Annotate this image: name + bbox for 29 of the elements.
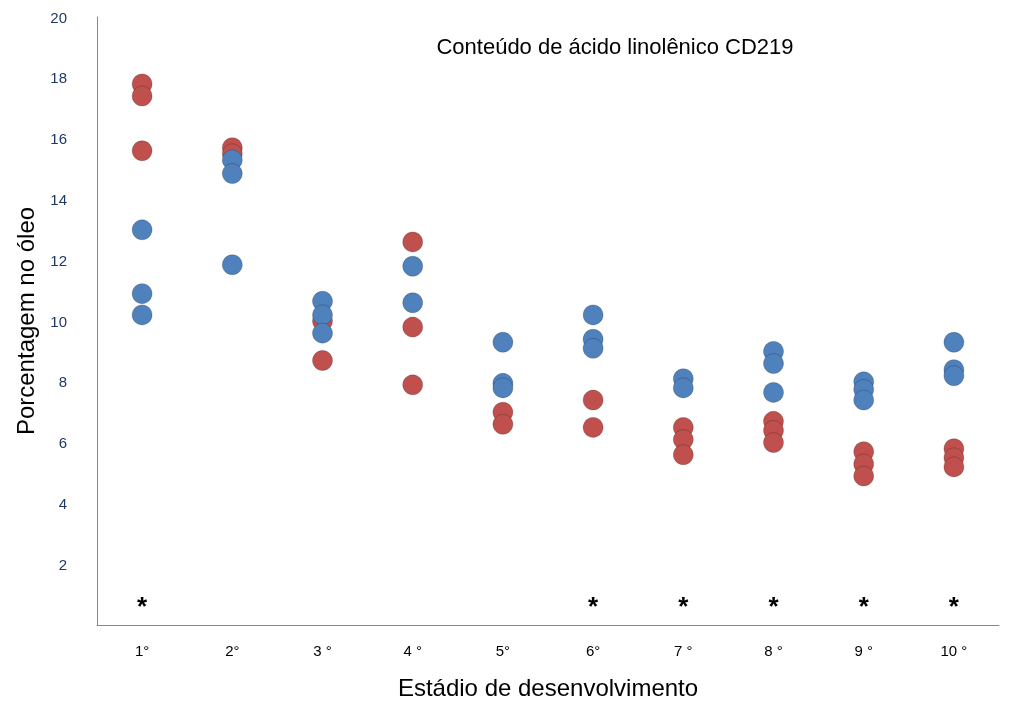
x-tick-label: 7 ° — [674, 642, 693, 659]
x-tick-label: 4 ° — [403, 642, 422, 659]
x-tick-label: 6° — [585, 642, 601, 659]
x-tick-label: 3 ° — [313, 642, 332, 659]
y-tick-label: 16 — [50, 130, 67, 148]
x-tick-label: 2° — [225, 642, 240, 659]
x-tick-label: 8 ° — [764, 642, 783, 659]
annotation: * — [948, 591, 960, 621]
annotation: * — [588, 591, 600, 621]
y-tick-label: 12 — [50, 251, 67, 269]
y-tick-label: 10 — [50, 312, 67, 330]
x-axis-title: Estádio de desenvolvimento — [397, 673, 699, 701]
x-tick-label: 1° — [134, 642, 150, 659]
y-tick-label: 6 — [58, 434, 67, 452]
x-tick-label: 9 ° — [854, 642, 873, 659]
y-tick-label: 4 — [58, 494, 67, 512]
y-tick-label: 20 — [50, 8, 67, 26]
annotation: * — [768, 591, 780, 621]
x-tick-label: 5° — [495, 642, 511, 659]
annotation: * — [858, 591, 870, 621]
y-axis-title: Porcentagem no óleo — [11, 206, 39, 436]
y-tick-label: 14 — [50, 190, 67, 208]
annotation: * — [678, 591, 690, 621]
y-tick-label: 18 — [50, 69, 67, 87]
annotation: * — [137, 591, 149, 621]
x-tick-label: 10 ° — [940, 642, 968, 659]
text: Conteúdo de ácido linolênico CD219 — [436, 33, 794, 59]
y-tick-label: 8 — [58, 373, 67, 391]
y-tick-label: 2 — [58, 555, 67, 573]
